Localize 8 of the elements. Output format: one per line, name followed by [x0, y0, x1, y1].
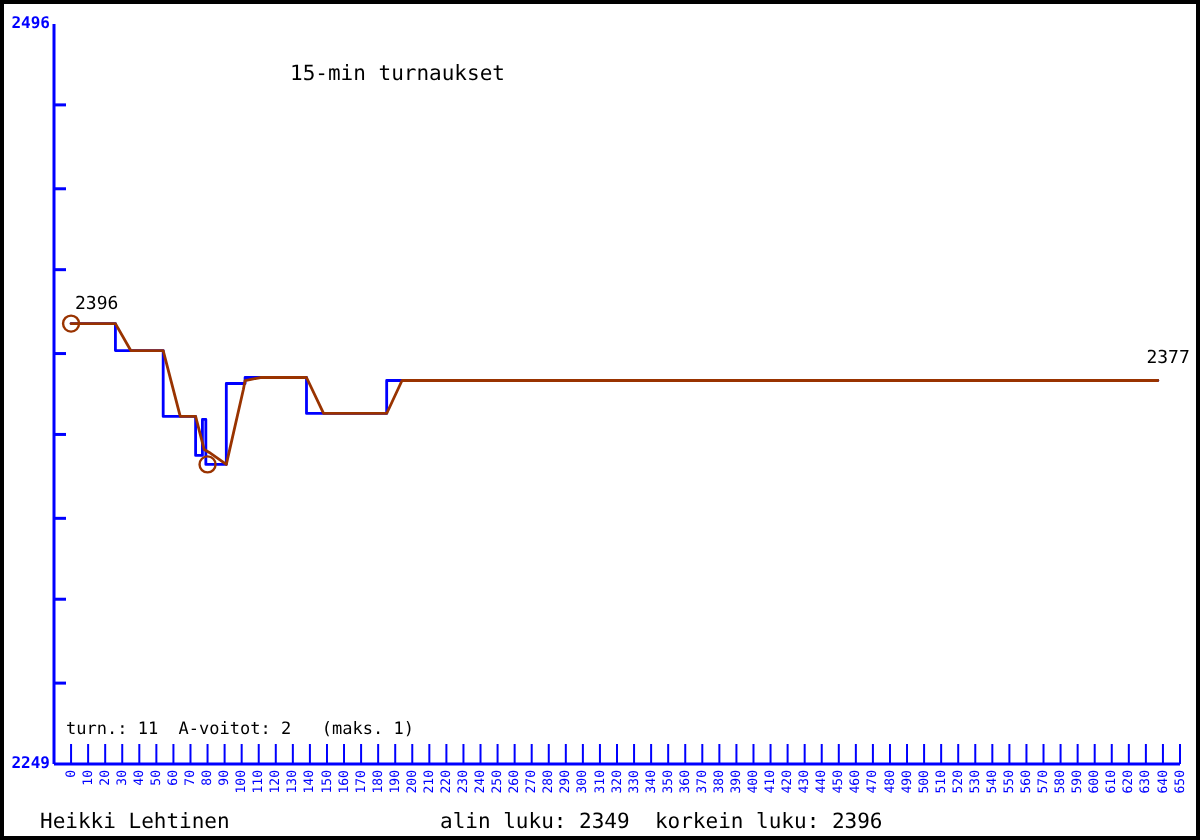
- text: 15-min turnaukset: [290, 61, 505, 86]
- data-label: 2377: [1146, 349, 1190, 370]
- y-tick-label: 2249: [11, 754, 51, 773]
- y-tick-label: 2496: [11, 14, 51, 33]
- text: alin luku: 2349 korkein luku: 2396: [440, 809, 883, 834]
- text: Heikki Lehtinen: [40, 809, 230, 834]
- annotation: turn.: 11 A-voitot: 2 (maks. 1): [66, 720, 414, 741]
- data-label: 2396: [75, 294, 119, 315]
